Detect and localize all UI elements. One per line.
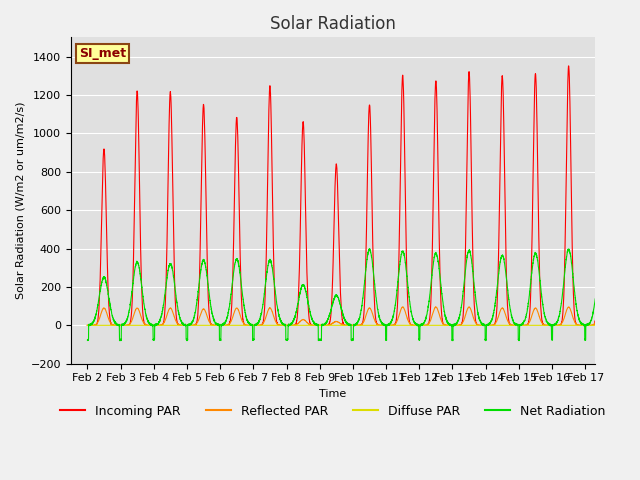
Reflected PAR xyxy=(84,323,92,328)
Reflected PAR xyxy=(240,320,248,326)
Net Radiation xyxy=(374,304,381,310)
Incoming PAR xyxy=(380,323,387,328)
Net Radiation xyxy=(156,318,164,324)
Net Radiation xyxy=(84,337,92,343)
Reflected PAR xyxy=(614,323,622,328)
Net Radiation xyxy=(240,300,248,306)
Incoming PAR xyxy=(373,321,381,327)
Line: Net Radiation: Net Radiation xyxy=(88,249,618,341)
X-axis label: Time: Time xyxy=(319,389,347,399)
Reflected PAR xyxy=(432,304,440,310)
Incoming PAR xyxy=(84,323,92,328)
Text: SI_met: SI_met xyxy=(79,47,126,60)
Incoming PAR xyxy=(156,323,164,328)
Incoming PAR xyxy=(564,63,572,69)
Diffuse PAR xyxy=(180,323,188,328)
Line: Reflected PAR: Reflected PAR xyxy=(88,307,618,325)
Diffuse PAR xyxy=(380,323,387,328)
Net Radiation xyxy=(117,338,125,344)
Diffuse PAR xyxy=(156,323,164,328)
Diffuse PAR xyxy=(187,323,195,328)
Reflected PAR xyxy=(187,323,195,328)
Reflected PAR xyxy=(180,323,188,328)
Net Radiation xyxy=(614,336,622,342)
Net Radiation xyxy=(180,322,188,328)
Y-axis label: Solar Radiation (W/m2 or um/m2/s): Solar Radiation (W/m2 or um/m2/s) xyxy=(15,102,25,300)
Incoming PAR xyxy=(180,323,188,328)
Net Radiation xyxy=(366,246,374,252)
Incoming PAR xyxy=(240,319,248,325)
Reflected PAR xyxy=(380,323,387,328)
Line: Incoming PAR: Incoming PAR xyxy=(88,66,618,325)
Reflected PAR xyxy=(373,321,381,327)
Incoming PAR xyxy=(614,323,622,328)
Diffuse PAR xyxy=(240,323,248,328)
Incoming PAR xyxy=(187,323,195,328)
Diffuse PAR xyxy=(84,323,92,328)
Net Radiation xyxy=(380,321,388,327)
Diffuse PAR xyxy=(373,323,381,328)
Legend: Incoming PAR, Reflected PAR, Diffuse PAR, Net Radiation: Incoming PAR, Reflected PAR, Diffuse PAR… xyxy=(55,400,611,423)
Diffuse PAR xyxy=(614,323,622,328)
Title: Solar Radiation: Solar Radiation xyxy=(270,15,396,33)
Net Radiation xyxy=(188,321,195,326)
Reflected PAR xyxy=(156,323,164,328)
